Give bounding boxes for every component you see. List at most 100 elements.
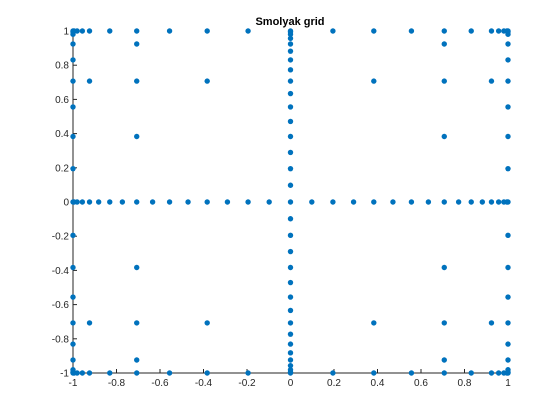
- x-tick-label: -0.8: [108, 378, 126, 389]
- data-point: [70, 165, 76, 172]
- data-point: [505, 78, 511, 84]
- data-point: [371, 320, 377, 326]
- y-tick-label: -0.2: [52, 232, 70, 243]
- data-point: [287, 57, 294, 63]
- data-point: [287, 90, 294, 97]
- data-point: [488, 78, 495, 84]
- data-point: [287, 320, 294, 326]
- data-point: [79, 199, 86, 205]
- data-point: [287, 35, 294, 42]
- data-point: [330, 370, 336, 376]
- data-point: [245, 370, 251, 376]
- data-point: [441, 264, 447, 271]
- data-point: [505, 232, 511, 239]
- data-point: [441, 28, 447, 34]
- y-tick-label: 0.6: [55, 95, 69, 106]
- data-point: [505, 264, 511, 271]
- data-point: [107, 28, 113, 34]
- y-tick-label: 0.4: [55, 129, 69, 140]
- data-point: [287, 67, 294, 73]
- data-point: [408, 28, 415, 34]
- data-point: [287, 294, 294, 300]
- data-point: [468, 370, 474, 376]
- x-tick-label: 0.8: [458, 378, 472, 389]
- data-point: [70, 294, 76, 300]
- data-point: [70, 104, 76, 110]
- x-tick-label: 0.2: [327, 378, 341, 389]
- data-point: [166, 370, 173, 376]
- data-point: [70, 369, 76, 375]
- data-point: [441, 78, 447, 84]
- data-point: [371, 78, 377, 84]
- data-point: [149, 199, 156, 205]
- data-point: [455, 199, 462, 205]
- data-point: [408, 199, 415, 205]
- y-tick-label: 0.2: [55, 163, 69, 174]
- data-point: [79, 370, 86, 376]
- data-point: [479, 199, 486, 205]
- data-point: [408, 370, 415, 376]
- data-point: [266, 199, 272, 205]
- data-point: [287, 362, 294, 369]
- data-point: [134, 133, 140, 140]
- data-point: [441, 133, 447, 140]
- data-point: [166, 28, 173, 34]
- data-point: [390, 199, 396, 205]
- y-tick-label: 0: [63, 198, 69, 209]
- data-point: [79, 28, 86, 34]
- y-tick-label: -1: [60, 369, 69, 380]
- data-point: [505, 104, 511, 110]
- data-point: [287, 279, 294, 286]
- data-point: [309, 199, 315, 205]
- data-point: [70, 57, 76, 63]
- data-point: [86, 199, 93, 205]
- data-point: [134, 264, 140, 271]
- data-point: [204, 28, 210, 34]
- data-point: [495, 28, 502, 34]
- data-point: [495, 199, 502, 205]
- data-point: [287, 78, 294, 84]
- data-point: [119, 199, 126, 205]
- data-point: [287, 104, 294, 110]
- data-point: [441, 41, 447, 47]
- x-tick-label: -1: [69, 378, 78, 389]
- data-point: [488, 370, 495, 376]
- data-point: [505, 357, 511, 363]
- data-point: [441, 370, 447, 376]
- data-point: [505, 294, 511, 300]
- data-point: [74, 199, 80, 205]
- data-point: [287, 341, 294, 347]
- data-point: [287, 350, 294, 356]
- data-point: [350, 199, 357, 205]
- data-point: [505, 41, 511, 47]
- data-point: [287, 367, 294, 373]
- data-point: [134, 28, 140, 34]
- data-point: [371, 28, 377, 34]
- data-point: [245, 199, 251, 205]
- data-point: [287, 165, 294, 172]
- x-tick-label: 0.6: [414, 378, 428, 389]
- data-point: [441, 357, 447, 363]
- data-point: [287, 264, 294, 271]
- data-point: [204, 320, 210, 326]
- data-point: [224, 199, 231, 205]
- data-point: [505, 320, 511, 326]
- data-point: [287, 248, 294, 255]
- data-point: [70, 232, 76, 239]
- data-point: [134, 320, 140, 326]
- data-point: [505, 57, 511, 63]
- x-tick-label: -0.2: [238, 378, 256, 389]
- data-point: [505, 341, 511, 347]
- x-tick-label: -0.4: [195, 378, 213, 389]
- data-point: [441, 320, 447, 326]
- data-point: [134, 199, 140, 205]
- data-point: [287, 41, 294, 47]
- data-point: [86, 28, 93, 34]
- data-point: [425, 199, 432, 205]
- x-tick-label: 0.4: [371, 378, 385, 389]
- data-point: [287, 199, 294, 205]
- y-tick-label: -0.8: [52, 334, 70, 345]
- data-point: [468, 199, 474, 205]
- data-point: [70, 357, 76, 363]
